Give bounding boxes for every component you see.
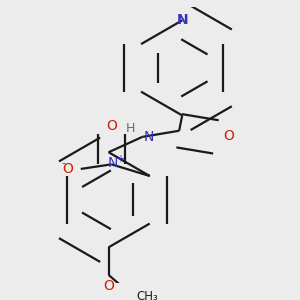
Text: N: N bbox=[144, 130, 154, 144]
Text: O: O bbox=[106, 119, 117, 133]
Text: O: O bbox=[62, 162, 73, 176]
Text: O: O bbox=[103, 279, 114, 292]
Text: N: N bbox=[108, 156, 118, 170]
Text: -: - bbox=[62, 158, 66, 168]
Text: CH₃: CH₃ bbox=[136, 290, 158, 300]
Text: +: + bbox=[116, 154, 124, 164]
Text: H: H bbox=[126, 122, 135, 135]
Text: N: N bbox=[176, 13, 188, 27]
Text: O: O bbox=[224, 129, 235, 143]
